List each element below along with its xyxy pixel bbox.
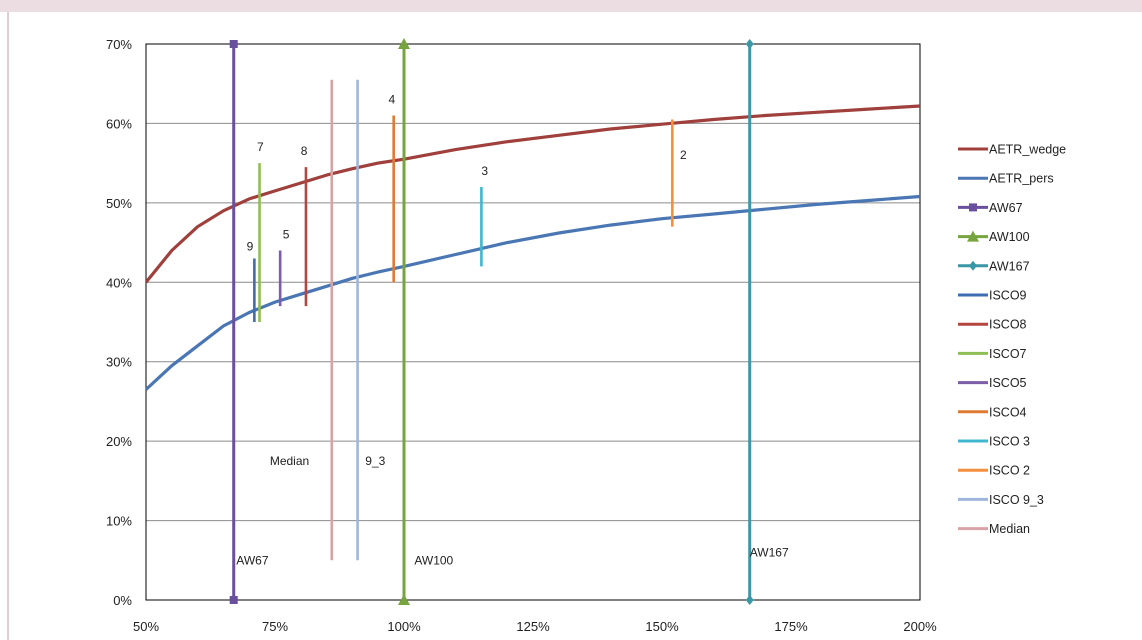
series-aw67-marker-bottom: [229, 596, 238, 604]
legend-aetr-pers-label: AETR_pers: [989, 172, 1054, 186]
y-tick-label: 40%: [106, 275, 132, 290]
legend-isco4-label: ISCO4: [989, 405, 1027, 419]
left-border-rule: [7, 12, 9, 640]
legend-aw67-label: AW67: [989, 201, 1023, 215]
x-tick-label: 125%: [516, 619, 550, 634]
series-isco-3-annotation: 3: [481, 164, 488, 178]
y-tick-label: 60%: [106, 116, 132, 131]
series-aw67-marker-top: [229, 40, 238, 48]
x-tick-label: 100%: [387, 619, 421, 634]
y-tick-label: 70%: [106, 37, 132, 52]
series-median-annotation: Median: [270, 454, 309, 468]
series-isco5-annotation: 5: [283, 228, 290, 242]
annotation-layer: AW67 AW100 AW167 9 8 7 5 4 3 2 9_3 Median: [236, 93, 789, 568]
x-tick-label: 150%: [645, 619, 679, 634]
x-tick-label: 50%: [133, 619, 159, 634]
legend: AETR_wedge AETR_pers AW67 AW100 AW167 ISCO9 IS…: [958, 143, 1066, 536]
series-aw167-annotation: AW167: [750, 545, 789, 559]
legend-aw167-marker: [969, 260, 977, 271]
legend-isco-9-3-label: ISCO 9_3: [989, 493, 1044, 507]
legend-aw167-label: AW167: [989, 259, 1030, 273]
series-isco7-annotation: 7: [257, 140, 264, 154]
plot-area-border: [145, 43, 921, 601]
legend-aw67-marker: [969, 203, 977, 212]
series-layer: [144, 38, 921, 605]
y-tick-label: 0%: [113, 593, 132, 608]
x-tick-label: 75%: [262, 619, 288, 634]
series-isco4-annotation: 4: [389, 93, 396, 107]
x-tick-label: 200%: [903, 619, 937, 634]
series-isco-9-3-annotation: 9_3: [365, 454, 385, 468]
legend-median-label: Median: [989, 522, 1030, 536]
legend-isco5-label: ISCO5: [989, 376, 1027, 390]
series-aetr-wedge-line: [144, 104, 921, 284]
legend-isco-2-label: ISCO 2: [989, 464, 1030, 478]
axes: 0% 10% 20% 30% 40% 50% 60% 70% 50% 75% 100% 125% 150…: [106, 37, 937, 634]
top-border-band: [0, 0, 1142, 12]
series-isco8-annotation: 8: [301, 144, 308, 158]
legend-isco9-label: ISCO9: [989, 289, 1027, 303]
y-tick-label: 20%: [106, 434, 132, 449]
series-aw100-marker-top: [398, 38, 410, 49]
series-aw167-marker-bottom: [745, 595, 754, 605]
legend-isco8-label: ISCO8: [989, 318, 1027, 332]
y-tick-label: 10%: [106, 514, 132, 529]
y-tick-label: 30%: [106, 355, 132, 370]
series-isco-2-annotation: 2: [680, 148, 687, 162]
legend-aetr-wedge-label: AETR_wedge: [989, 143, 1066, 157]
legend-aw100-label: AW100: [989, 230, 1030, 244]
series-isco9-annotation: 9: [247, 240, 254, 254]
series-aw100-marker-bottom: [398, 594, 410, 605]
series-aw100-annotation: AW100: [414, 553, 453, 567]
legend-isco7-label: ISCO7: [989, 347, 1027, 361]
y-tick-label: 50%: [106, 196, 132, 211]
series-aw67-annotation: AW67: [236, 553, 269, 567]
x-tick-label: 175%: [774, 619, 808, 634]
legend-aw100-marker: [967, 230, 979, 242]
series-aw167-marker-top: [745, 39, 754, 49]
gridlines: [146, 122, 920, 522]
legend-isco-3-label: ISCO 3: [989, 435, 1030, 449]
series-aetr-pers-line: [144, 194, 921, 391]
